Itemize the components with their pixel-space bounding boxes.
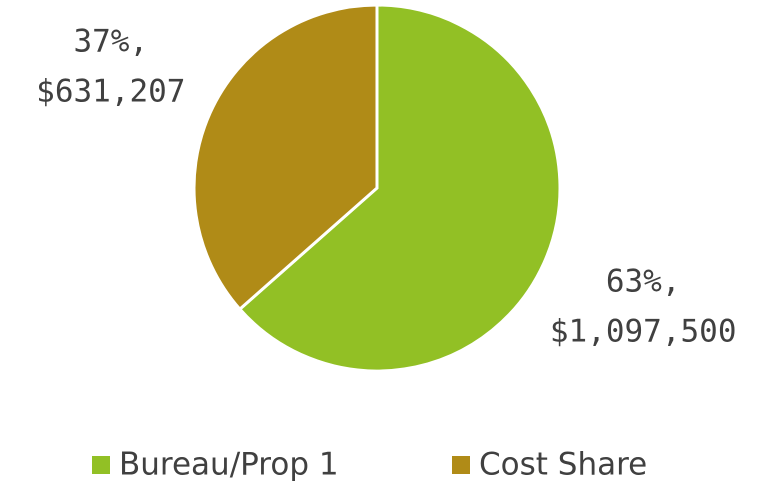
pie-slice: [237, 3, 562, 373]
data-label: $631,207: [36, 73, 185, 109]
data-label: 37%,: [73, 23, 148, 59]
pie-slice: [192, 3, 379, 312]
legend-label: Cost Share: [479, 447, 647, 483]
data-label: 63%,: [606, 264, 681, 300]
legend-swatch: [92, 456, 110, 474]
legend-label: Bureau/Prop 1: [119, 447, 339, 483]
data-label: $1,097,500: [550, 314, 737, 350]
legend-swatch: [452, 456, 470, 474]
